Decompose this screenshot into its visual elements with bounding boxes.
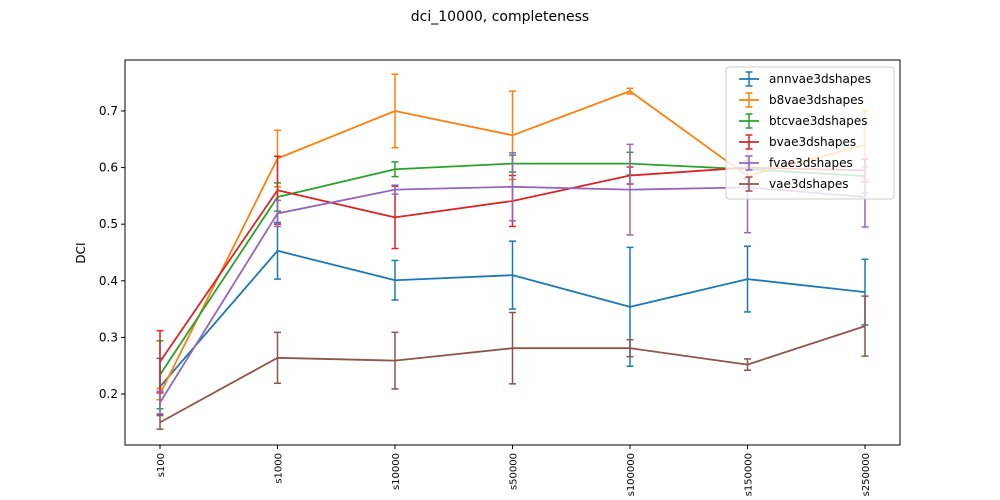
x-tick-label-s250000: s250000	[861, 453, 872, 496]
legend-box	[725, 66, 895, 200]
y-tick-label-0: 0.2	[99, 387, 118, 401]
chart-title: dci_10000, completeness	[411, 9, 589, 25]
y-tick-label-1: 0.3	[99, 330, 118, 344]
legend-item-btcvae3dshapes: btcvae3dshapes	[739, 113, 867, 129]
legend-item-vae3dshapes: vae3dshapes	[739, 176, 849, 192]
errorbar-vae3dshapes-s100	[156, 414, 164, 430]
series-line-vae3dshapes	[159, 325, 866, 424]
y-axis-label: DCI	[74, 242, 88, 263]
x-tick-label-s10000: s10000	[391, 453, 402, 490]
legend-label: vae3dshapes	[769, 177, 849, 191]
x-tick-label-s1000: s1000	[274, 453, 285, 484]
series-line-annvae3dshapes	[159, 249, 866, 388]
legend-item-annvae3dshapes: annvae3dshapes	[739, 71, 871, 87]
series-vae3dshapes	[156, 295, 869, 430]
legend-item-bvae3dshapes: bvae3dshapes	[739, 134, 856, 150]
legend-item-fvae3dshapes: fvae3dshapes	[739, 155, 853, 171]
y-tick-label-2: 0.4	[99, 274, 118, 288]
series-annvae3dshapes	[156, 221, 869, 416]
legend-label: annvae3dshapes	[769, 72, 871, 86]
legend-label: bvae3dshapes	[769, 135, 856, 149]
y-tick-label-5: 0.7	[99, 104, 118, 118]
x-tick-label-s100: s100	[156, 453, 167, 477]
x-tick-label-s150000: s150000	[744, 453, 755, 496]
legend-label: btcvae3dshapes	[769, 114, 867, 128]
plot-area: 0.2 0.3 0.4 0.5 0.6 0.7 s100 s1000 s10000 s50000 s…	[99, 59, 901, 496]
legend: annvae3dshapes b8vae3dshapes btcvae3dshape…	[725, 66, 895, 200]
legend-label: b8vae3dshapes	[769, 93, 864, 107]
x-tick-label-s50000: s50000	[509, 453, 520, 490]
legend-label: fvae3dshapes	[769, 156, 853, 170]
x-tick-label-s100000: s100000	[626, 453, 637, 496]
y-tick-label-4: 0.6	[99, 161, 118, 175]
y-tick-label-3: 0.5	[99, 217, 118, 231]
legend-item-b8vae3dshapes: b8vae3dshapes	[739, 92, 864, 108]
